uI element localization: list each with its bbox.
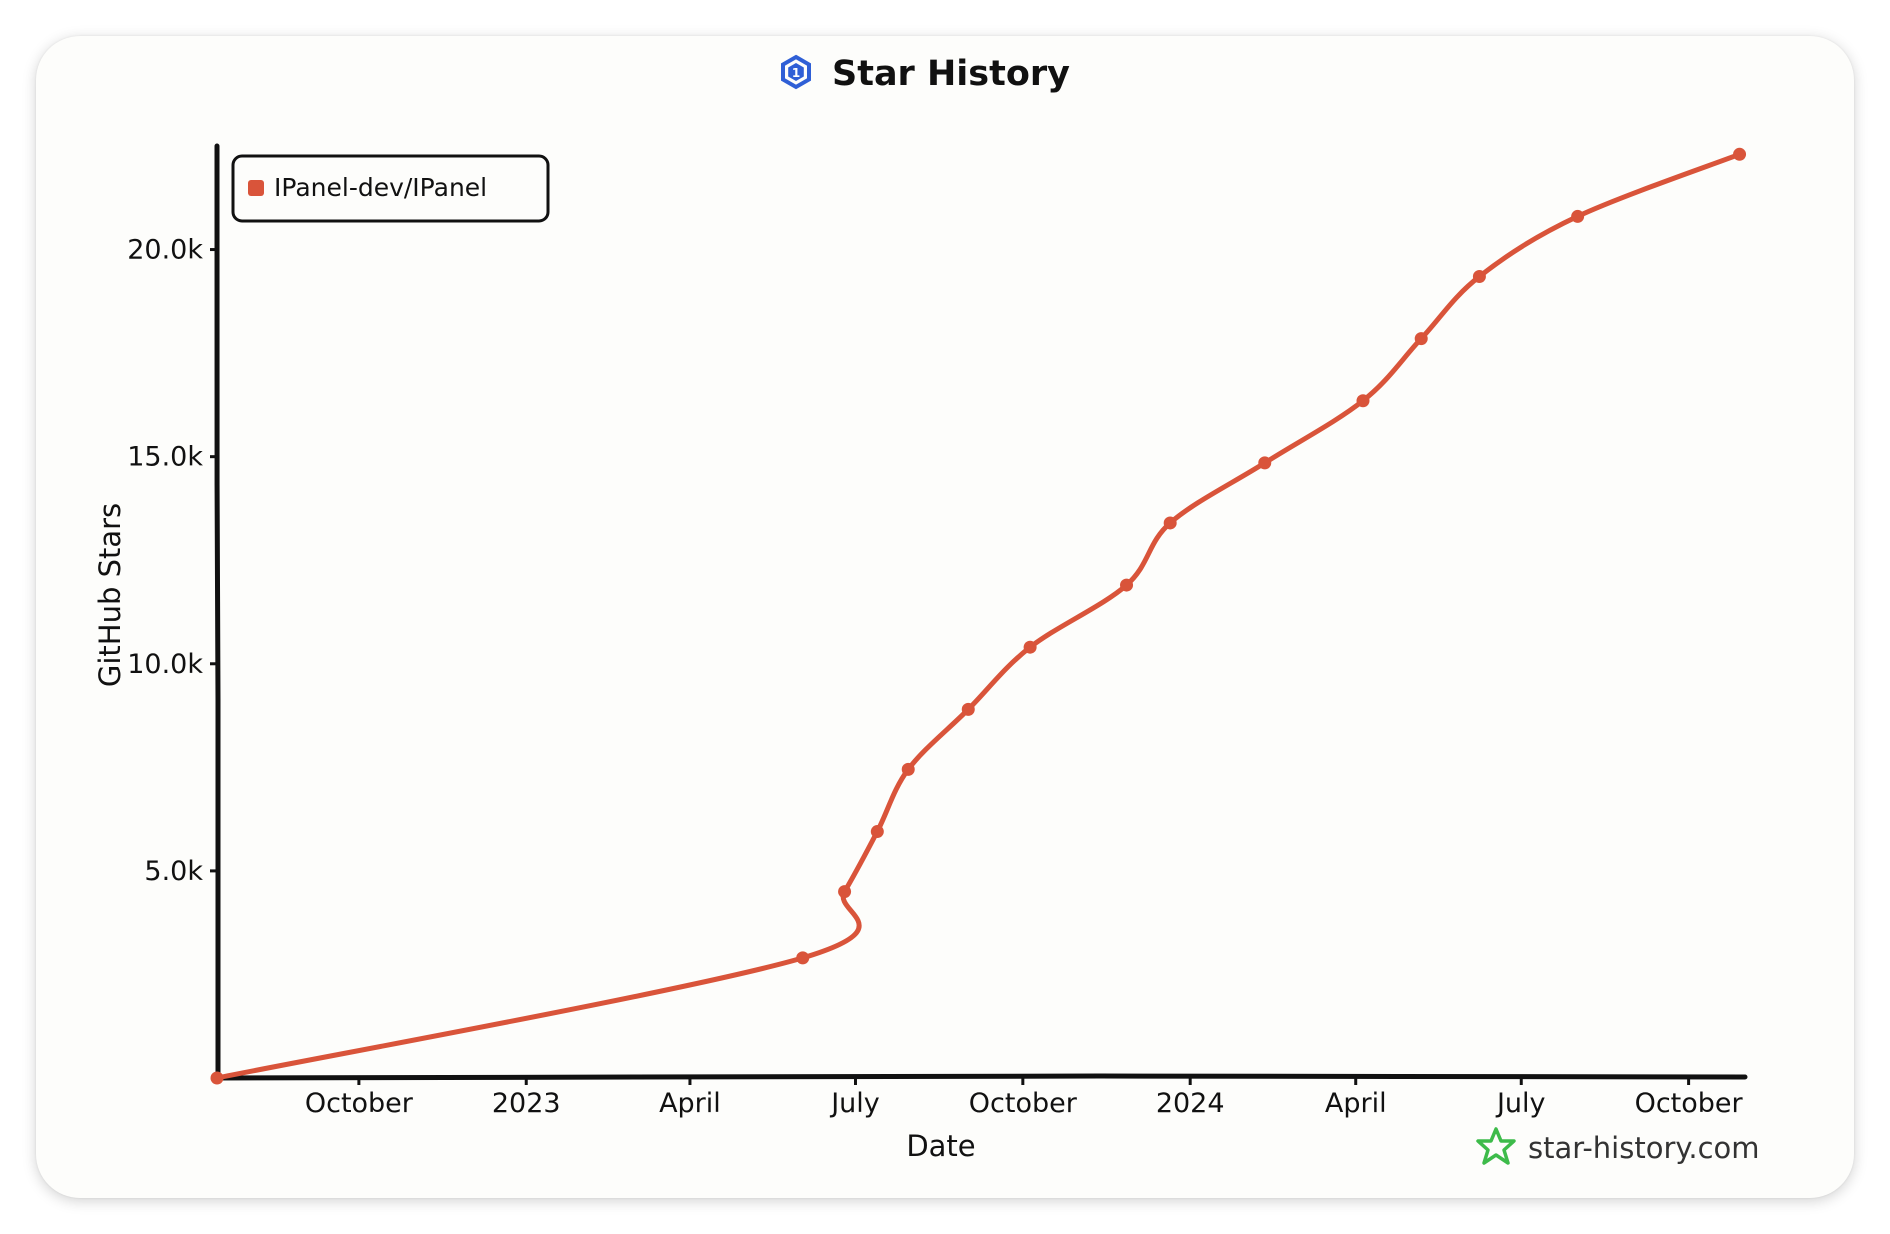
x-tick-label: April (659, 1088, 721, 1119)
series-line (214, 151, 1742, 1081)
star-outline-icon (1476, 1127, 1516, 1165)
y-axis-tick-labels: 5.0k 10.0k 15.0k 20.0k (127, 235, 217, 887)
data-point[interactable] (1571, 209, 1585, 223)
watermark: star-history.com (1476, 1127, 1760, 1165)
watermark-text: star-history.com (1528, 1131, 1760, 1165)
chart-header: 1 Star History (781, 54, 1070, 94)
data-point[interactable] (1258, 456, 1272, 470)
data-point[interactable] (1120, 578, 1134, 592)
data-point[interactable] (870, 825, 884, 839)
data-point[interactable] (961, 702, 975, 716)
data-point[interactable] (901, 762, 915, 776)
x-tick-label: October (305, 1088, 414, 1119)
data-point[interactable] (1733, 147, 1747, 161)
series-layer (210, 147, 1747, 1085)
y-tick-label: 5.0k (144, 856, 203, 887)
y-axis-title: GitHub Stars (93, 503, 127, 687)
chart-title: Star History (832, 54, 1070, 94)
x-axis-title: Date (906, 1129, 975, 1163)
x-tick-label: 2023 (492, 1088, 561, 1119)
legend-label: IPanel-dev/IPanel (274, 173, 487, 202)
data-point[interactable] (1356, 394, 1370, 408)
data-point[interactable] (1414, 332, 1428, 346)
data-point[interactable] (210, 1071, 224, 1085)
x-tick-label: July (829, 1088, 880, 1119)
x-tick-label: April (1325, 1088, 1387, 1119)
x-tick-label: July (1495, 1088, 1546, 1119)
svg-text:1: 1 (792, 66, 800, 80)
x-axis-tick-labels: October 2023 April July October 2024 April July… (305, 1078, 1744, 1119)
y-tick-label: 15.0k (127, 442, 203, 473)
data-point[interactable] (838, 885, 852, 899)
x-tick-label: 2024 (1156, 1088, 1225, 1119)
data-point[interactable] (1472, 269, 1486, 283)
hexagon-1-logo-icon: 1 (781, 54, 811, 90)
y-tick-label: 10.0k (127, 649, 203, 680)
y-axis-line (214, 143, 221, 1081)
legend: IPanel-dev/IPanel (231, 154, 550, 223)
x-tick-label: October (1635, 1088, 1744, 1119)
data-point[interactable] (796, 951, 810, 965)
legend-swatch (248, 180, 264, 196)
data-point[interactable] (1023, 640, 1037, 654)
legend-box (231, 154, 550, 223)
x-axis-line (214, 1073, 1748, 1081)
data-point[interactable] (1163, 516, 1177, 530)
y-tick-label: 20.0k (127, 235, 203, 266)
x-tick-label: October (969, 1088, 1078, 1119)
